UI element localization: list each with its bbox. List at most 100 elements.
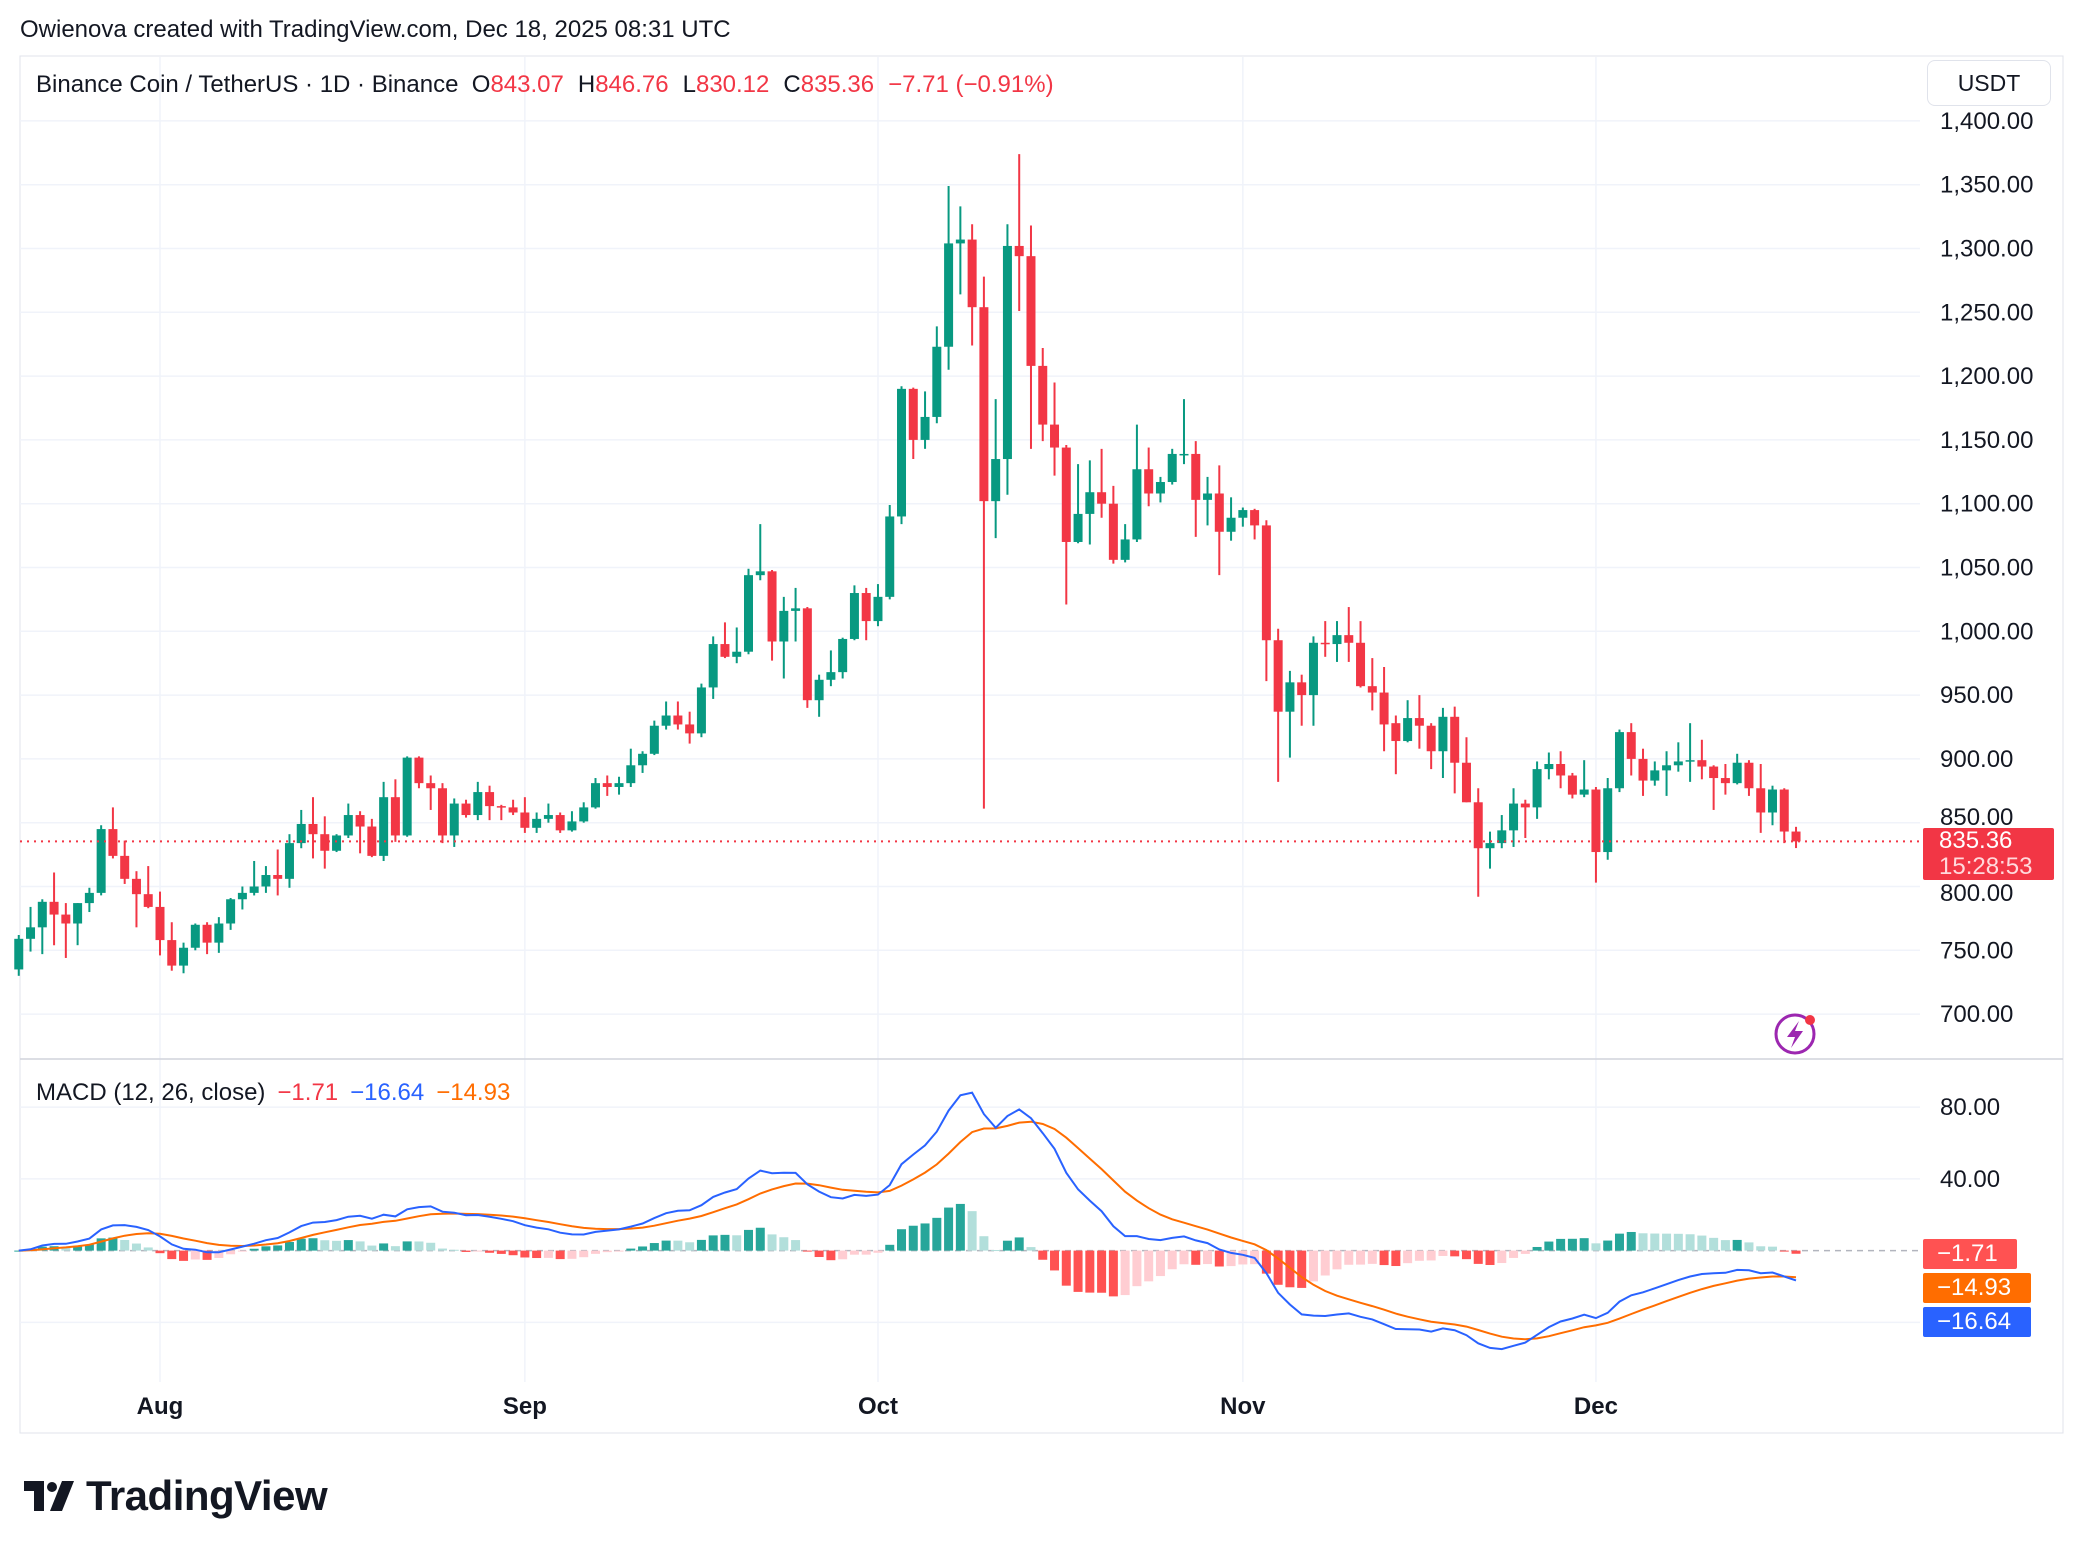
macd-histogram-bar <box>1579 1238 1589 1251</box>
candle-down <box>1026 225 1036 449</box>
candle-down <box>202 922 212 955</box>
candle-up <box>1120 524 1130 563</box>
candle-body <box>390 797 400 836</box>
candle-body <box>202 924 212 943</box>
macd-histogram-bar <box>1203 1250 1213 1265</box>
candle-body <box>1662 765 1672 771</box>
candle-up <box>1485 831 1495 869</box>
macd-histogram-bar <box>779 1237 789 1251</box>
candle-body <box>920 416 930 440</box>
candle-body <box>744 575 753 652</box>
macd-histogram-bar <box>732 1235 742 1251</box>
price-axis[interactable]: 1,400.00 1,350.00 1,300.00 1,250.00 1,200.00… <box>1940 108 2033 1028</box>
price-tick-label: 900.00 <box>1940 746 2013 773</box>
candle-body <box>496 806 506 808</box>
candle-up <box>261 866 271 893</box>
candle-up <box>649 720 659 756</box>
candle-up <box>449 798 459 847</box>
price-tick-label: 800.00 <box>1940 880 2013 907</box>
candle-body <box>1756 788 1766 813</box>
candle-body <box>167 940 177 966</box>
candle-body <box>214 923 224 943</box>
last-price-label: 835.36 15:28:53 <box>1923 828 2054 880</box>
candle-up <box>661 701 671 730</box>
candle-body <box>120 855 130 879</box>
price-tick-label: 1,200.00 <box>1940 363 2033 390</box>
time-tick-label: Sep <box>503 1393 547 1420</box>
macd-histogram-bar <box>708 1235 718 1251</box>
candle-body <box>402 757 412 836</box>
candle-down <box>1379 667 1389 752</box>
macd-histogram-bar <box>508 1250 518 1256</box>
macd-histogram-bar <box>1144 1250 1154 1282</box>
candle-body <box>826 672 836 680</box>
candle-down <box>320 816 330 869</box>
macd-histogram-bar <box>885 1244 895 1251</box>
candle-down <box>1250 508 1260 540</box>
macd-histogram-bar <box>579 1250 589 1258</box>
tradingview-logo[interactable]: TradingView <box>24 1472 328 1520</box>
macd-histogram-bar <box>202 1250 212 1260</box>
macd-histogram-bar <box>61 1247 71 1251</box>
candle-body <box>414 757 424 784</box>
candle-body <box>1332 635 1342 645</box>
symbol-name[interactable]: Binance Coin / TetherUS · 1D · Binance <box>36 71 459 98</box>
macd-histogram-bar <box>626 1248 636 1251</box>
candle-body <box>1297 682 1307 696</box>
candle-body <box>1085 492 1095 514</box>
macd-histogram-bar <box>1238 1250 1248 1265</box>
candle-down <box>1191 441 1201 537</box>
time-axis[interactable]: Aug Sep Oct Nov Dec <box>137 1393 1618 1420</box>
candle-up <box>73 903 83 946</box>
candle-body <box>1108 503 1118 560</box>
candle-down <box>1214 465 1224 576</box>
candle-up <box>1438 707 1448 779</box>
macd-histogram-bar <box>967 1211 977 1251</box>
candle-body <box>179 947 189 966</box>
candle-up <box>26 906 36 952</box>
candle-body <box>1061 447 1071 542</box>
macd-legend[interactable]: MACD (12, 26, close) −1.71 −16.64 −14.93 <box>36 1079 522 1107</box>
macd-histogram-bar <box>226 1250 236 1255</box>
macd-histogram-bar <box>802 1250 812 1252</box>
high-label: H <box>577 71 596 98</box>
candle-down <box>1391 715 1401 775</box>
macd-histogram-bar <box>1108 1250 1118 1297</box>
candle-body <box>567 821 577 831</box>
candle-up <box>885 504 895 600</box>
currency-button[interactable]: USDT <box>1927 60 2051 106</box>
candle-body <box>131 878 141 895</box>
candle-down <box>49 872 59 946</box>
candle-down <box>1144 447 1154 507</box>
candle-up <box>84 887 94 913</box>
candle-down <box>308 797 318 859</box>
candle-body <box>873 596 883 622</box>
candle-body <box>320 834 330 851</box>
macd-histogram-bar <box>1791 1250 1801 1254</box>
candle-up <box>332 834 342 853</box>
candle-down <box>1473 788 1483 897</box>
candle-body <box>1426 725 1436 752</box>
macd-histogram-bar <box>1650 1233 1660 1251</box>
candle-up <box>755 524 765 581</box>
macd-histogram-bar <box>920 1223 930 1251</box>
macd-histogram-bar <box>1603 1240 1613 1251</box>
macd-histogram-bar <box>1344 1250 1354 1265</box>
macd-histogram-bar <box>414 1241 424 1251</box>
candle-body <box>1179 453 1189 456</box>
candle-body <box>1155 482 1165 494</box>
candle-body <box>1073 513 1083 542</box>
macd-axis: 80.00 40.00 <box>1940 1094 2000 1193</box>
macd-histogram-bar <box>1626 1231 1636 1251</box>
candle-body <box>249 886 259 893</box>
candle-body <box>296 823 306 844</box>
candle-body <box>1403 718 1413 742</box>
price-tick-label: 1,100.00 <box>1940 491 2033 518</box>
candle-down <box>520 797 530 833</box>
candle-down <box>131 871 141 928</box>
macd-histogram-bar <box>1403 1250 1413 1264</box>
macd-histogram-bar <box>1002 1240 1012 1251</box>
candle-up <box>1332 621 1342 662</box>
lightning-bolt-icon[interactable] <box>1774 1013 1816 1055</box>
